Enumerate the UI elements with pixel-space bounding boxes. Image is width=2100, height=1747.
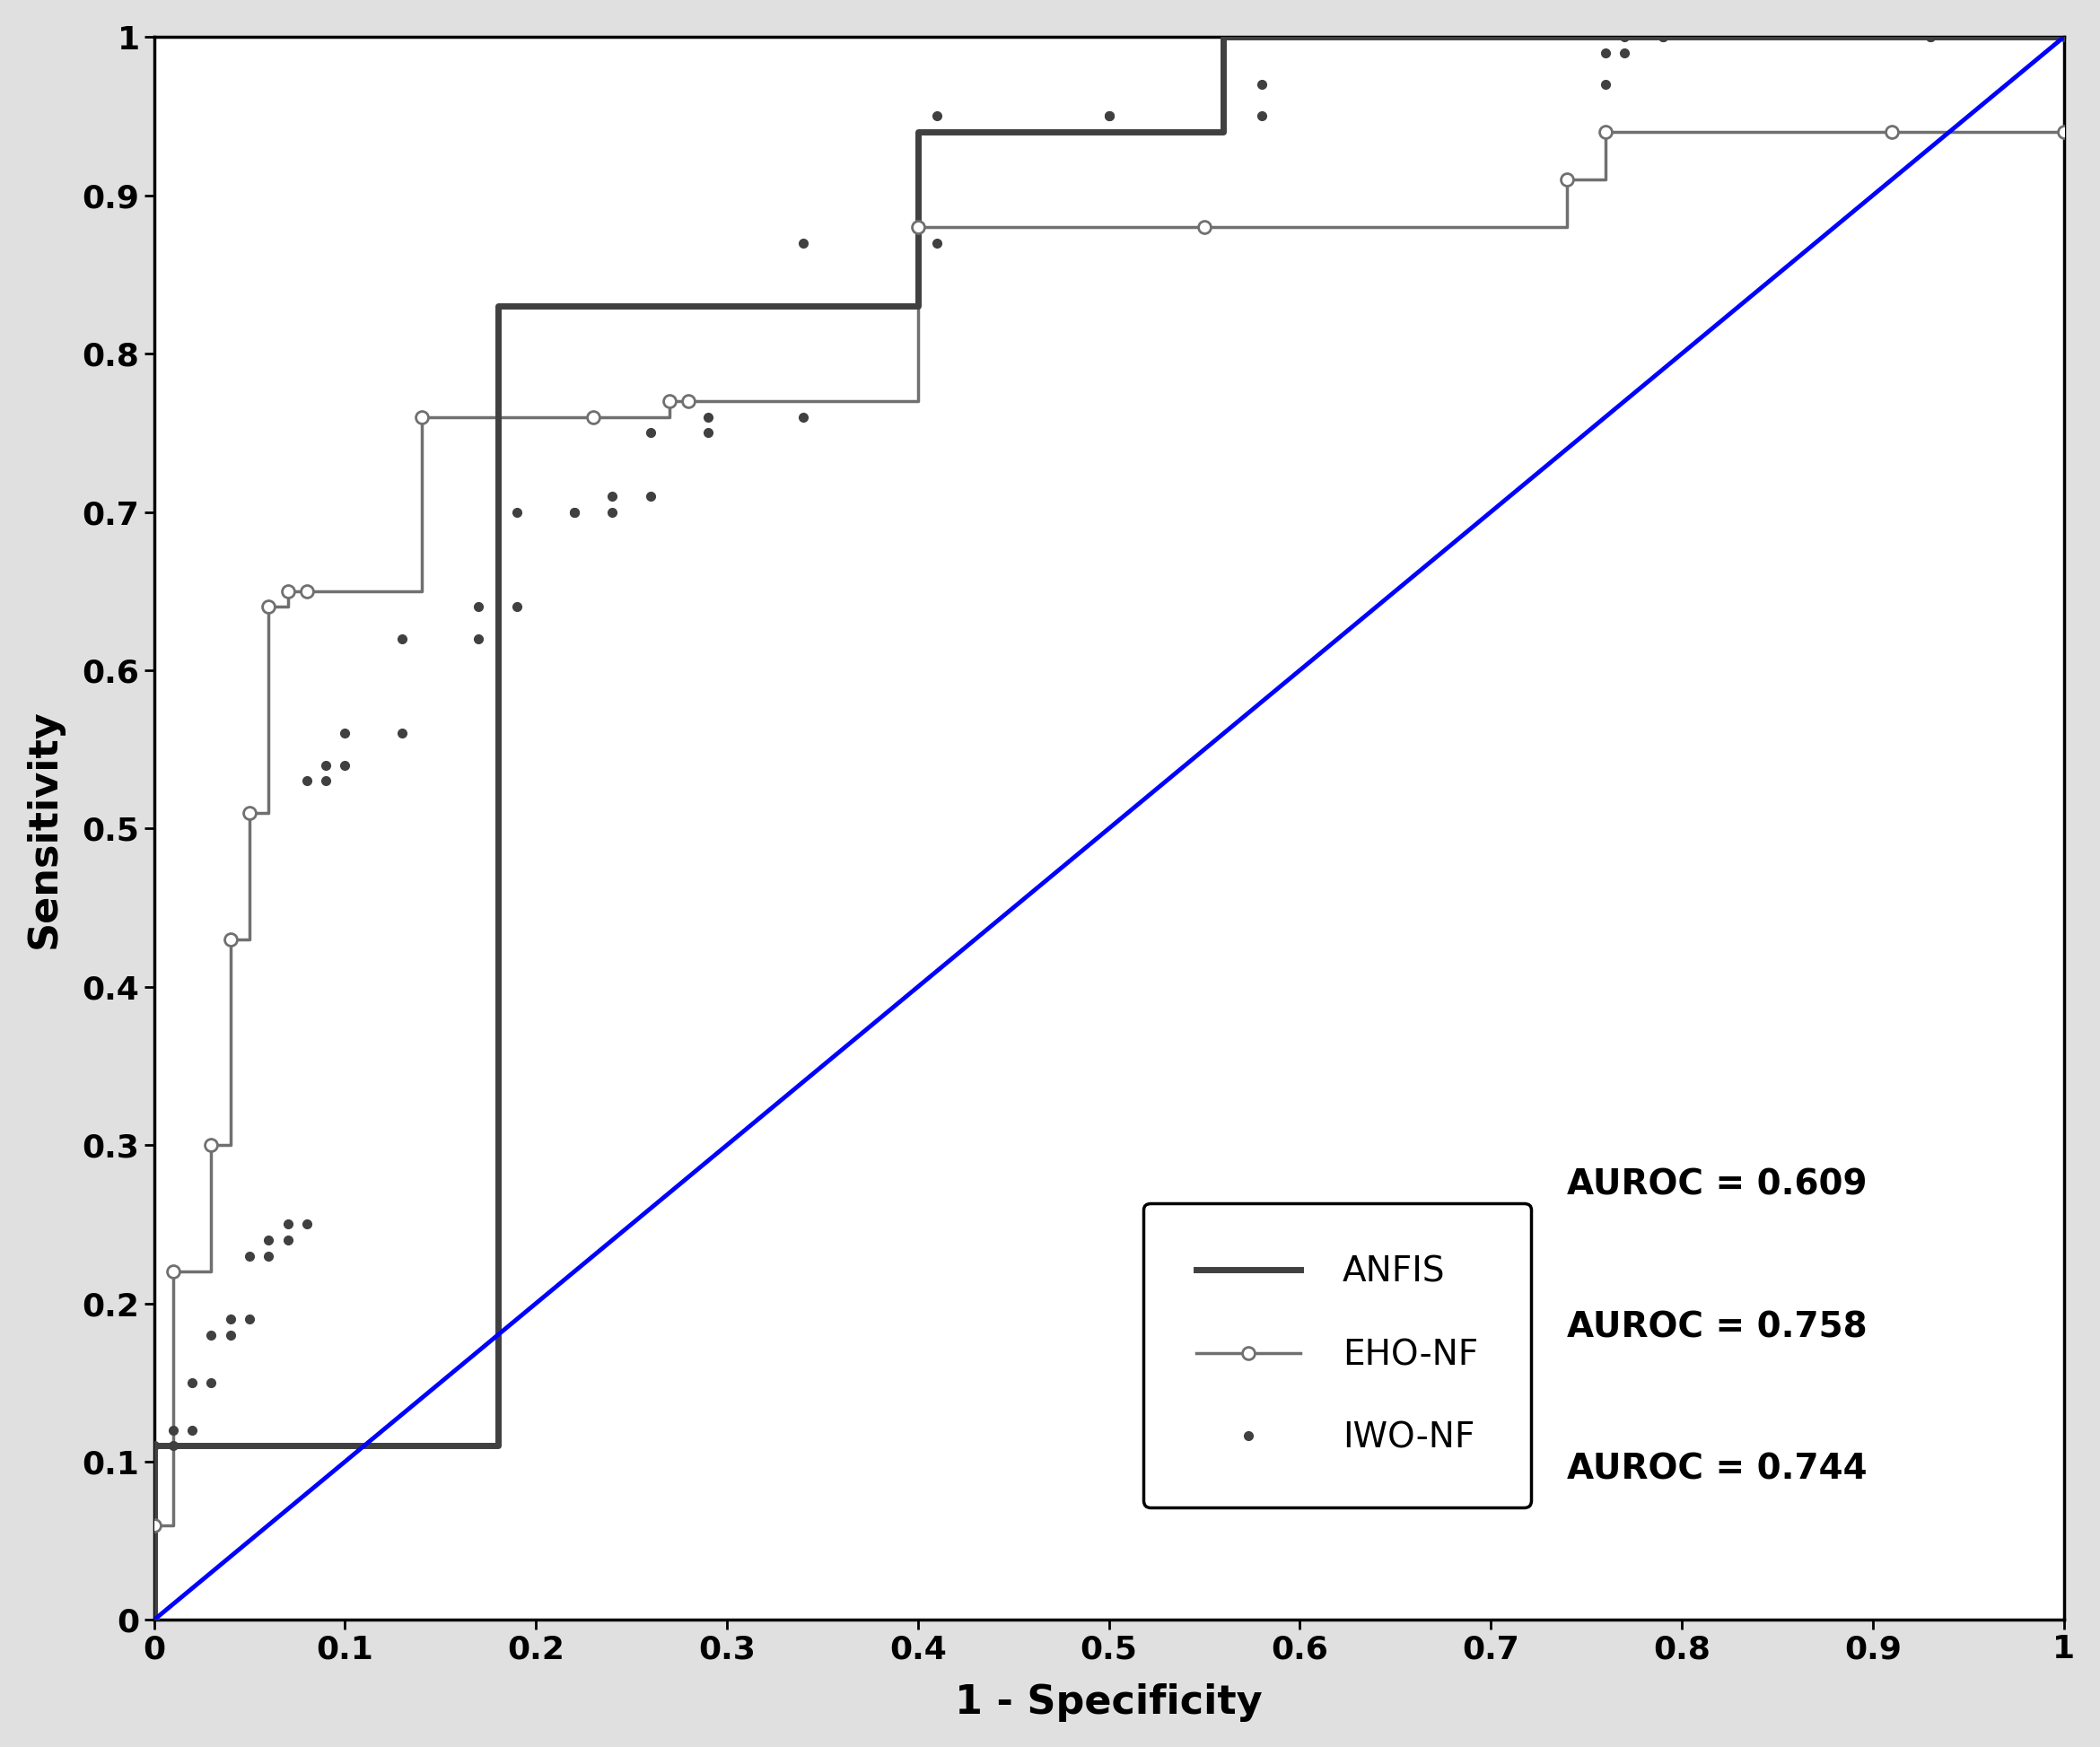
- Y-axis label: Sensitivity: Sensitivity: [25, 709, 63, 949]
- Legend: ANFIS, EHO-NF, IWO-NF: ANFIS, EHO-NF, IWO-NF: [1145, 1204, 1531, 1508]
- Text: AUROC = 0.609: AUROC = 0.609: [1567, 1167, 1867, 1202]
- Text: AUROC = 0.758: AUROC = 0.758: [1567, 1310, 1867, 1343]
- Text: AUROC = 0.744: AUROC = 0.744: [1567, 1452, 1867, 1487]
- X-axis label: 1 - Specificity: 1 - Specificity: [956, 1684, 1262, 1723]
